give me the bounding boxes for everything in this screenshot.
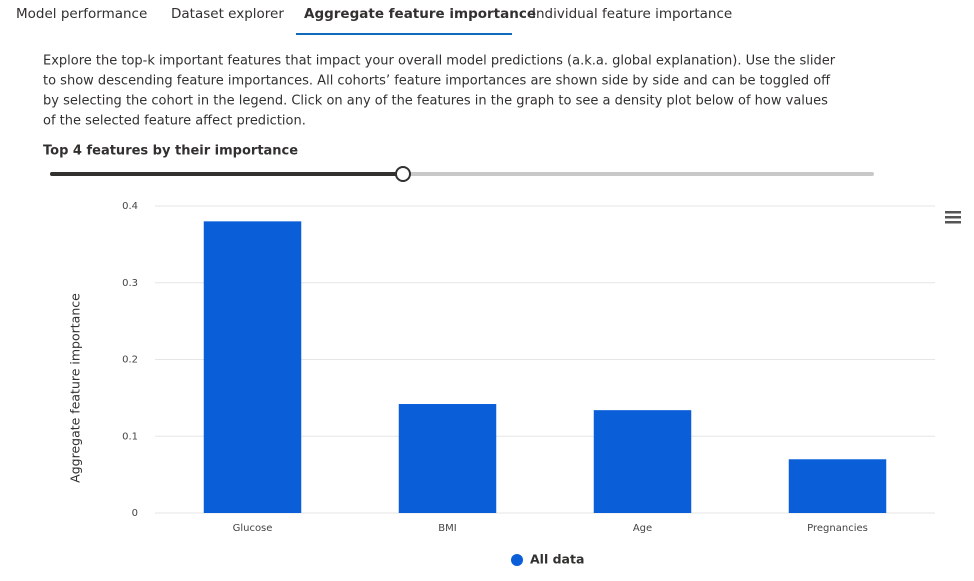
y-tick-label: 0.4 [122, 201, 138, 212]
x-tick-label: Pregnancies [807, 523, 868, 534]
x-tick-label: BMI [438, 523, 456, 534]
tab[interactable]: Aggregate feature importance [304, 6, 536, 22]
menu-bar [945, 211, 961, 214]
slider-thumb[interactable] [395, 166, 411, 182]
tab[interactable]: Dataset explorer [171, 6, 284, 22]
y-tick-label: 0 [132, 508, 138, 519]
slider[interactable] [50, 166, 874, 182]
bar[interactable] [203, 221, 302, 513]
y-tick-label: 0.3 [122, 278, 138, 289]
y-axis-title: Aggregate feature importance [68, 293, 83, 483]
chart-menu[interactable] [945, 211, 961, 224]
description-line: of the selected feature affect predictio… [43, 114, 306, 129]
y-tick-label: 0.2 [122, 355, 138, 366]
legend-label[interactable]: All data [530, 552, 584, 567]
tab[interactable]: Individual feature importance [532, 6, 732, 22]
legend-marker[interactable] [511, 554, 523, 566]
y-tick-label: 0.1 [122, 431, 138, 442]
menu-bar [945, 221, 961, 224]
tab[interactable]: Model performance [16, 6, 147, 22]
menu-bar [945, 216, 961, 219]
active-tab-indicator [296, 33, 512, 35]
bar[interactable] [398, 404, 497, 513]
description-line: by selecting the cohort in the legend. C… [43, 94, 828, 109]
slider-label: Top 4 features by their importance [43, 144, 298, 159]
bar[interactable] [788, 459, 887, 513]
description-line: to show descending feature importances. … [43, 74, 831, 89]
x-tick-label: Age [633, 523, 652, 534]
bar[interactable] [593, 410, 692, 513]
description-line: Explore the top-k important features tha… [43, 54, 836, 69]
x-tick-label: Glucose [233, 523, 273, 534]
